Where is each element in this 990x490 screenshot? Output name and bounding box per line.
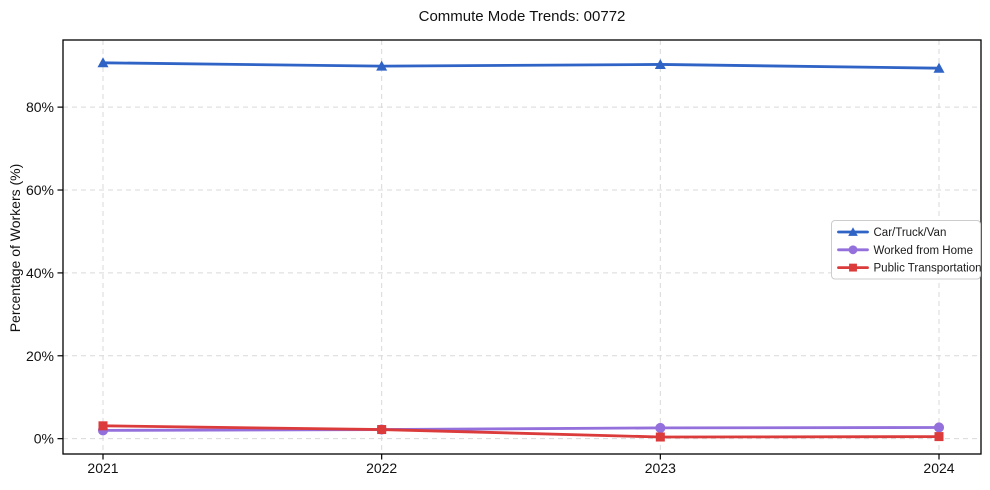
square-marker xyxy=(377,425,387,435)
series-line xyxy=(101,424,941,439)
x-tick-label: 2022 xyxy=(366,460,397,476)
x-tick-label: 2023 xyxy=(645,460,676,476)
legend-label: Public Transportation xyxy=(874,263,982,275)
series-line xyxy=(101,426,941,432)
y-tick-label: 60% xyxy=(26,182,54,198)
y-axis-label: Percentage of Workers (%) xyxy=(7,163,23,333)
tick-labels: 0% 20% 40% 60% 80% 2021 2022 2023 2024 xyxy=(26,99,955,476)
square-marker xyxy=(934,432,944,442)
y-tick-label: 0% xyxy=(34,431,54,447)
legend: Car/Truck/Van Worked from Home Public Tran… xyxy=(831,220,982,280)
series-line xyxy=(101,61,941,70)
square-marker xyxy=(98,421,108,431)
y-tick-label: 80% xyxy=(26,99,54,115)
legend-item: Worked from Home xyxy=(837,245,973,257)
square-marker xyxy=(849,263,857,272)
x-tick-label: 2024 xyxy=(923,460,954,476)
series-car-truck-van xyxy=(97,57,945,73)
gridlines xyxy=(63,40,981,454)
square-marker xyxy=(655,432,665,442)
circle-marker xyxy=(933,422,945,433)
legend-label: Worked from Home xyxy=(874,245,973,257)
triangle-marker xyxy=(848,227,858,236)
legend-item: Car/Truck/Van xyxy=(837,227,947,239)
x-tick-label: 2021 xyxy=(87,460,118,476)
y-tick-label: 20% xyxy=(26,348,54,364)
circle-marker xyxy=(848,245,858,255)
series-public-transportation xyxy=(98,421,944,442)
triangle-marker xyxy=(97,57,109,68)
legend-item: Public Transportation xyxy=(837,263,982,275)
legend-label: Car/Truck/Van xyxy=(874,227,947,239)
circle-marker xyxy=(655,422,666,433)
y-tick-label: 40% xyxy=(26,265,54,281)
legend-box xyxy=(831,220,981,280)
triangle-marker xyxy=(933,62,945,73)
triangle-marker xyxy=(654,58,666,69)
triangle-marker xyxy=(376,60,388,71)
chart-title: Commute Mode Trends: 00772 xyxy=(418,8,626,25)
tick-marks xyxy=(57,106,940,460)
